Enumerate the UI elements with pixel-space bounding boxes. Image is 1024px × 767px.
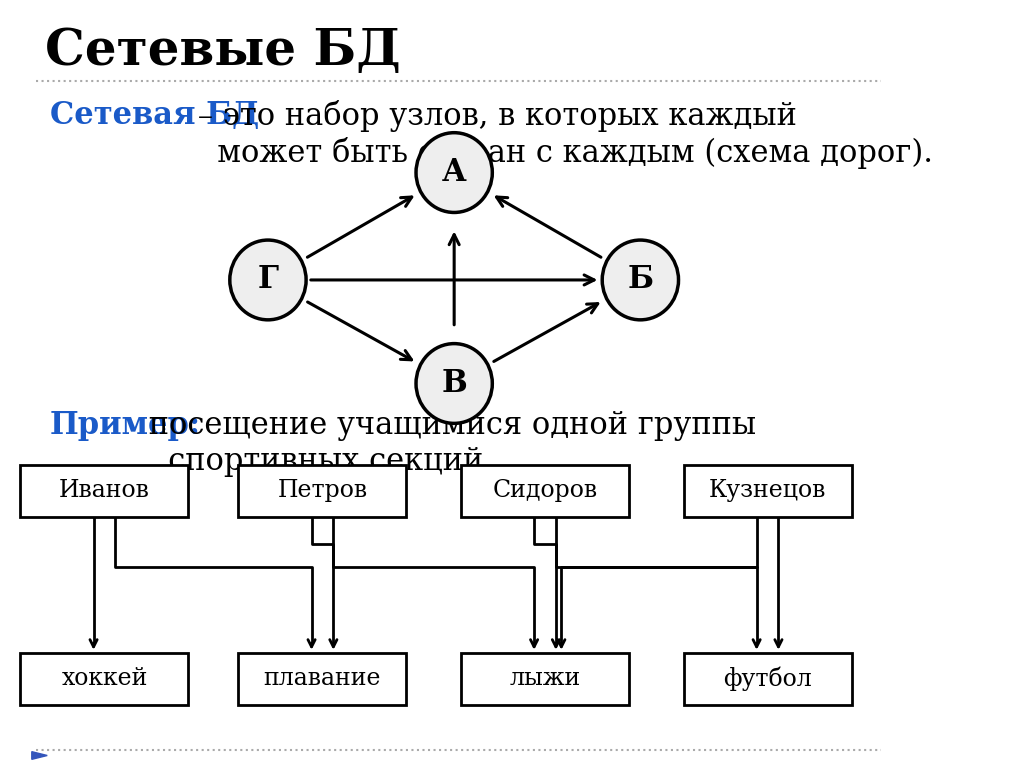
Text: Сетевые БД: Сетевые БД [45, 27, 401, 76]
FancyBboxPatch shape [683, 653, 852, 705]
Ellipse shape [416, 344, 493, 423]
Text: Пример:: Пример: [50, 410, 201, 441]
Text: В: В [441, 368, 467, 399]
Text: футбол: футбол [723, 667, 812, 691]
Text: – это набор узлов, в которых каждый
   может быть связан с каждым (схема дорог).: – это набор узлов, в которых каждый може… [188, 100, 933, 169]
FancyBboxPatch shape [20, 465, 188, 517]
Ellipse shape [229, 240, 306, 320]
FancyBboxPatch shape [239, 465, 407, 517]
Text: Иванов: Иванов [59, 479, 150, 502]
Text: Сидоров: Сидоров [493, 479, 598, 502]
FancyBboxPatch shape [239, 653, 407, 705]
FancyBboxPatch shape [461, 653, 629, 705]
Text: лыжи: лыжи [509, 667, 581, 690]
Text: Б: Б [628, 265, 653, 295]
FancyBboxPatch shape [461, 465, 629, 517]
Ellipse shape [416, 133, 493, 212]
Text: Петров: Петров [278, 479, 368, 502]
Text: А: А [441, 157, 467, 188]
Polygon shape [32, 752, 47, 759]
Text: хоккей: хоккей [61, 667, 147, 690]
Text: плавание: плавание [264, 667, 381, 690]
Text: посещение учащимися одной группы
   спортивных секций: посещение учащимися одной группы спортив… [139, 410, 756, 477]
Text: Кузнецов: Кузнецов [709, 479, 826, 502]
Text: Сетевая БД: Сетевая БД [50, 100, 259, 130]
FancyBboxPatch shape [683, 465, 852, 517]
FancyBboxPatch shape [20, 653, 188, 705]
Text: Г: Г [257, 265, 279, 295]
Ellipse shape [602, 240, 679, 320]
